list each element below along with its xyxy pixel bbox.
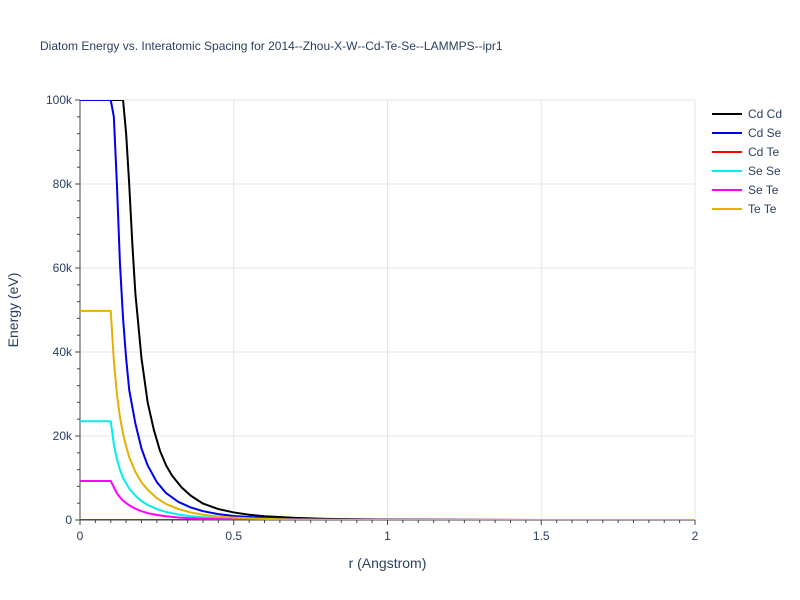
legend-label: Se Se: [748, 164, 781, 178]
legend-item-cd-se[interactable]: Cd Se: [712, 126, 782, 140]
x-tick-label: 1: [384, 529, 391, 543]
y-tick-labels: 0 20k 40k 60k 80k 100k: [46, 93, 73, 527]
x-tick-label: 1.5: [533, 529, 550, 543]
legend-item-te-te[interactable]: Te Te: [712, 202, 777, 216]
y-tick-label: 20k: [53, 429, 73, 443]
legend-item-se-te[interactable]: Se Te: [712, 183, 779, 197]
grid-lines: [80, 99, 696, 520]
legend-label: Cd Cd: [748, 107, 782, 121]
legend-label: Cd Te: [748, 145, 779, 159]
legend-item-cd-te[interactable]: Cd Te: [712, 145, 779, 159]
x-tick-label: 0.5: [225, 529, 242, 543]
series-lines: [80, 100, 695, 520]
y-tick-label: 60k: [53, 261, 73, 275]
y-tick-label: 40k: [53, 345, 73, 359]
x-axis-title: r (Angstrom): [349, 555, 427, 571]
legend-item-cd-cd[interactable]: Cd Cd: [712, 107, 782, 121]
legend[interactable]: Cd Cd Cd Se Cd Te Se Se Se Te Te Te: [712, 107, 782, 216]
y-tick-label: 80k: [53, 177, 73, 191]
x-tick-labels: 0 0.5 1 1.5 2: [77, 529, 699, 543]
legend-label: Te Te: [748, 202, 777, 216]
y-tick-label: 100k: [46, 93, 73, 107]
legend-label: Se Te: [748, 183, 779, 197]
x-tick-label: 0: [77, 529, 84, 543]
x-tick-label: 2: [692, 529, 699, 543]
legend-label: Cd Se: [748, 126, 782, 140]
chart-title: Diatom Energy vs. Interatomic Spacing fo…: [40, 39, 503, 53]
y-axis-title: Energy (eV): [5, 273, 21, 348]
y-tick-label: 0: [65, 513, 72, 527]
series-line-te-te: [80, 309, 695, 520]
legend-item-se-se[interactable]: Se Se: [712, 164, 781, 178]
